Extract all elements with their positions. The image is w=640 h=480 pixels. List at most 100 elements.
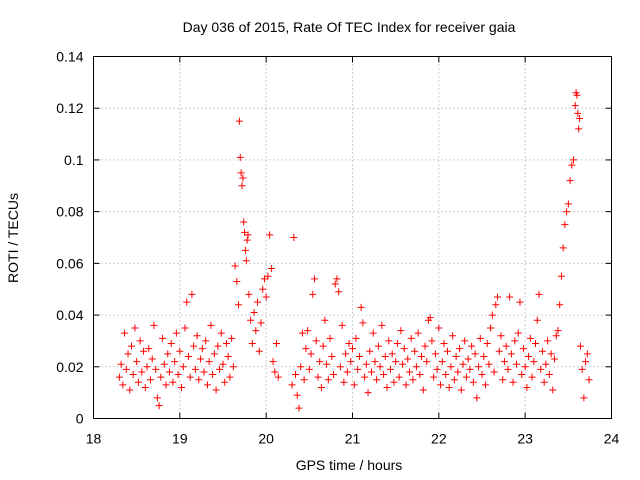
data-point	[449, 332, 457, 340]
data-point	[355, 352, 363, 360]
data-point	[557, 272, 565, 280]
data-point	[537, 365, 545, 373]
data-point	[513, 360, 521, 368]
data-point	[447, 363, 455, 371]
data-point	[214, 342, 222, 350]
data-point	[238, 182, 246, 190]
data-point	[228, 334, 236, 342]
data-point	[126, 386, 134, 394]
data-point	[207, 321, 215, 329]
data-point	[210, 350, 218, 358]
data-point	[516, 298, 524, 306]
data-point	[245, 290, 253, 298]
data-point	[497, 332, 505, 340]
data-point	[469, 378, 477, 386]
data-point	[311, 275, 319, 283]
data-point	[165, 368, 173, 376]
data-point	[576, 115, 584, 123]
data-point	[239, 174, 247, 182]
data-point	[352, 334, 360, 342]
data-point	[545, 371, 553, 379]
data-point	[518, 371, 526, 379]
data-point	[454, 368, 462, 376]
data-point	[390, 378, 398, 386]
data-point	[485, 360, 493, 368]
data-point	[117, 360, 125, 368]
data-point	[307, 350, 315, 358]
data-point	[473, 394, 481, 402]
data-point	[335, 288, 343, 296]
data-point	[414, 329, 422, 337]
data-point	[369, 329, 377, 337]
data-point	[538, 347, 546, 355]
data-point	[133, 358, 141, 366]
data-point	[198, 345, 206, 353]
data-point	[324, 376, 332, 384]
data-point	[235, 117, 243, 125]
data-point	[452, 352, 460, 360]
data-point	[395, 373, 403, 381]
y-tick-label: 0	[76, 411, 84, 427]
data-point	[405, 368, 413, 376]
data-point	[259, 285, 267, 293]
y-tick-label: 0.08	[56, 204, 83, 220]
data-point	[197, 355, 205, 363]
data-point	[549, 386, 557, 394]
data-point	[295, 404, 303, 412]
data-point	[321, 316, 329, 324]
y-axis-label: ROTI / TECUs	[5, 193, 21, 283]
data-point	[319, 342, 327, 350]
data-point	[293, 391, 301, 399]
grid-lines	[93, 56, 612, 419]
data-point	[347, 358, 355, 366]
data-point	[392, 358, 400, 366]
data-point	[502, 342, 510, 350]
data-point	[269, 358, 277, 366]
data-point	[212, 386, 220, 394]
data-point	[122, 365, 130, 373]
x-tick-label: 20	[258, 431, 274, 447]
data-point	[574, 109, 582, 117]
data-point	[490, 368, 498, 376]
data-point	[373, 376, 381, 384]
data-point	[480, 352, 488, 360]
data-point	[487, 324, 495, 332]
data-point	[195, 376, 203, 384]
x-axis-label: GPS time / hours	[296, 457, 403, 473]
data-point	[464, 355, 472, 363]
data-point	[134, 378, 142, 386]
data-point	[262, 293, 270, 301]
data-point	[445, 383, 453, 391]
data-point	[298, 329, 306, 337]
data-point	[155, 402, 163, 410]
data-point	[203, 381, 211, 389]
data-point	[585, 376, 593, 384]
data-point	[157, 373, 165, 381]
x-tick-label: 22	[431, 431, 447, 447]
data-point	[442, 371, 450, 379]
data-point	[478, 371, 486, 379]
data-point	[509, 378, 517, 386]
data-point	[209, 371, 217, 379]
data-point	[266, 231, 274, 239]
data-point	[222, 340, 230, 348]
data-point	[475, 363, 483, 371]
data-point	[507, 350, 515, 358]
data-point	[559, 244, 567, 252]
data-point	[243, 236, 251, 244]
data-point	[459, 360, 467, 368]
data-point	[229, 363, 237, 371]
data-point	[411, 347, 419, 355]
data-point	[349, 345, 356, 353]
data-point	[191, 365, 199, 373]
data-point	[580, 394, 588, 402]
data-point	[171, 358, 179, 366]
data-point	[159, 334, 167, 342]
data-point	[462, 373, 470, 381]
data-point	[519, 345, 527, 353]
data-point	[431, 350, 439, 358]
data-point	[176, 347, 184, 355]
data-point	[440, 340, 448, 348]
data-point	[399, 360, 407, 368]
